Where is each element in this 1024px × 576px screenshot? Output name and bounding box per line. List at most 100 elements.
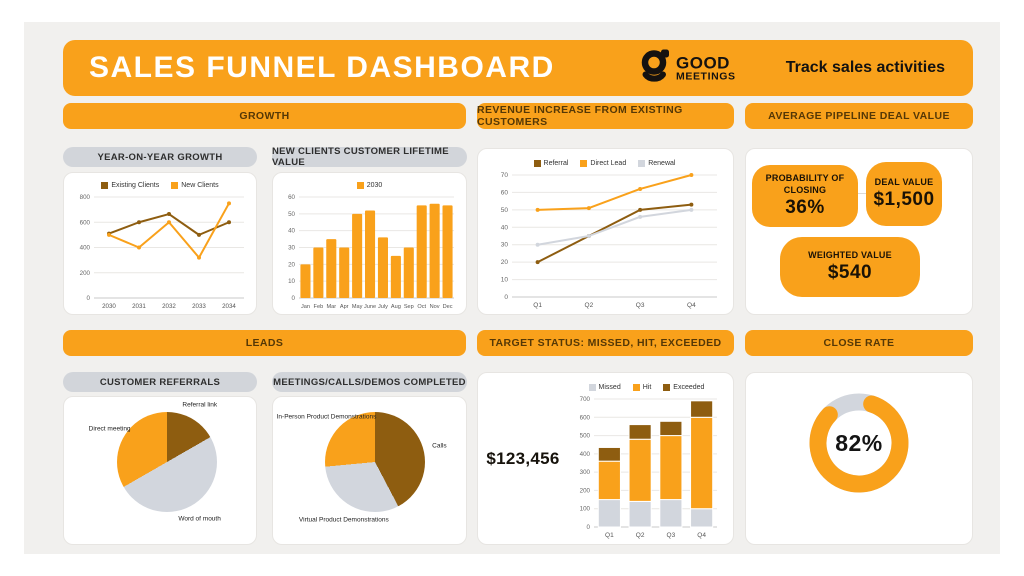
legend-label: Existing Clients bbox=[111, 182, 160, 189]
svg-text:2034: 2034 bbox=[222, 303, 236, 310]
tagline: Track sales activities bbox=[785, 59, 945, 76]
header-bar: SALES FUNNEL DASHBOARD GOOD MEETINGS Tra… bbox=[63, 40, 973, 96]
svg-text:30: 30 bbox=[288, 245, 295, 252]
svg-text:Q1: Q1 bbox=[605, 532, 614, 539]
section-header-target-status: TARGET STATUS: MISSED, HIT, EXCEEDED bbox=[477, 330, 734, 356]
svg-text:Mar: Mar bbox=[326, 304, 336, 310]
legend-swatch bbox=[533, 160, 541, 167]
svg-text:2032: 2032 bbox=[162, 303, 176, 310]
svg-text:Jan: Jan bbox=[301, 304, 310, 310]
pie-disc bbox=[116, 411, 217, 512]
svg-text:July: July bbox=[378, 304, 388, 310]
kpi-deal-value: DEAL VALUE $1,500 bbox=[866, 162, 942, 226]
chart-legend: Existing Clients New Clients bbox=[68, 181, 252, 192]
svg-text:10: 10 bbox=[501, 277, 509, 284]
legend-swatch bbox=[580, 160, 588, 167]
svg-text:200: 200 bbox=[580, 487, 591, 494]
revenue-line-chart: Referral Direct Lead Renewal 0 10 20 30 40 50 60 7… bbox=[478, 149, 733, 314]
svg-text:June: June bbox=[364, 304, 376, 310]
svg-text:2030: 2030 bbox=[102, 303, 116, 310]
section-header-growth: GROWTH bbox=[63, 103, 466, 129]
svg-text:Q3: Q3 bbox=[636, 302, 645, 309]
svg-text:Oct: Oct bbox=[417, 304, 426, 310]
legend-label: Direct Lead bbox=[590, 160, 627, 167]
card-revenue-increase: Referral Direct Lead Renewal 0 10 20 30 40 50 60 7… bbox=[477, 148, 734, 315]
svg-text:Aug: Aug bbox=[391, 304, 401, 310]
svg-text:400: 400 bbox=[80, 245, 91, 252]
svg-text:600: 600 bbox=[80, 219, 91, 226]
svg-text:700: 700 bbox=[580, 396, 591, 403]
legend-label: 2030 bbox=[366, 182, 383, 189]
section-header-pipeline: AVERAGE PIPELINE DEAL VALUE bbox=[745, 103, 973, 129]
pie-slice-label: Referral link16.7% bbox=[182, 400, 218, 408]
svg-text:60: 60 bbox=[288, 194, 295, 201]
pie-slice-label: Word of mouth50% bbox=[178, 515, 221, 523]
legend-label: Referral bbox=[543, 160, 569, 167]
svg-text:400: 400 bbox=[580, 451, 591, 458]
svg-text:2031: 2031 bbox=[132, 303, 146, 310]
svg-text:200: 200 bbox=[80, 270, 91, 277]
svg-text:Q4: Q4 bbox=[687, 302, 696, 309]
svg-text:Q3: Q3 bbox=[667, 532, 676, 539]
svg-text:70: 70 bbox=[501, 172, 509, 179]
svg-text:40: 40 bbox=[501, 224, 509, 231]
subheader-yoy-growth: YEAR-ON-YEAR GROWTH bbox=[63, 147, 257, 167]
svg-text:40: 40 bbox=[288, 228, 295, 235]
customer-referrals-pie-chart: Referral link16.7% Word of mouth50% Direct… bbox=[64, 397, 256, 544]
pie-slice-label: In-Person Product Demonstrations26.5% bbox=[276, 413, 377, 421]
svg-text:Sep: Sep bbox=[404, 304, 414, 310]
svg-text:Feb: Feb bbox=[314, 304, 324, 310]
card-close-rate: 82% bbox=[745, 372, 973, 545]
meetings-pie-chart: Calls42.3% Virtual Product Demonstrations… bbox=[273, 397, 466, 544]
card-clv: 2030 0 10 20 30 40 50 60 Jan Feb Mar Apr May June July… bbox=[272, 172, 467, 315]
svg-text:20: 20 bbox=[501, 259, 509, 266]
target-amount-label: $123,456 bbox=[486, 448, 560, 468]
kpi-connector-line bbox=[854, 193, 868, 194]
svg-text:Q1: Q1 bbox=[533, 302, 542, 309]
yoy-growth-chart: Existing Clients New Clients 0 200 400 600 800… bbox=[64, 173, 256, 314]
target-status-stacked-chart: Missed Hit Exceeded 0 100 200 300 400 500 600 700 Q… bbox=[568, 373, 733, 544]
svg-text:500: 500 bbox=[580, 433, 591, 440]
legend-swatch bbox=[101, 182, 109, 189]
svg-text:Nov: Nov bbox=[430, 304, 440, 310]
legend-label: Hit bbox=[642, 384, 652, 391]
svg-text:2033: 2033 bbox=[192, 303, 206, 310]
card-pipeline-kpis: PROBABILITY OF CLOSING 36% DEAL VALUE $1… bbox=[745, 148, 973, 315]
svg-text:50: 50 bbox=[501, 207, 509, 214]
brand-logo-text: GOOD MEETINGS bbox=[676, 53, 736, 83]
svg-text:300: 300 bbox=[580, 469, 591, 476]
svg-text:Q2: Q2 bbox=[636, 532, 645, 539]
svg-text:100: 100 bbox=[580, 506, 591, 513]
card-customer-referrals: Referral link16.7% Word of mouth50% Direct… bbox=[63, 396, 257, 545]
close-rate-value: 82% bbox=[835, 429, 883, 456]
brand-logo: GOOD MEETINGS bbox=[639, 48, 736, 89]
legend-label: Renewal bbox=[648, 160, 676, 167]
subheader-meetings-calls-demos: MEETINGS/CALLS/DEMOS COMPLETED bbox=[272, 372, 467, 392]
section-header-leads: LEADS bbox=[63, 330, 466, 356]
legend-label: Missed bbox=[598, 384, 621, 391]
svg-text:0: 0 bbox=[504, 294, 508, 301]
legend-swatch bbox=[632, 384, 640, 391]
svg-text:0: 0 bbox=[87, 295, 91, 302]
svg-text:30: 30 bbox=[501, 242, 509, 249]
svg-text:800: 800 bbox=[80, 194, 91, 201]
section-header-close-rate: CLOSE RATE bbox=[745, 330, 973, 356]
g-logo-icon bbox=[639, 48, 671, 89]
svg-text:Q4: Q4 bbox=[697, 532, 706, 539]
svg-text:50: 50 bbox=[288, 211, 295, 218]
donut: 82% bbox=[801, 385, 917, 501]
subheader-customer-referrals: CUSTOMER REFERRALS bbox=[63, 372, 257, 392]
card-yoy-growth: Existing Clients New Clients 0 200 400 600 800… bbox=[63, 172, 257, 315]
pie-slice-label: Virtual Product Demonstrations31.2% bbox=[298, 515, 389, 523]
card-target-status: $123,456 Missed Hit Exceeded 0 100 200 300 400 5… bbox=[477, 372, 734, 545]
pie-slice-label: Calls42.3% bbox=[432, 442, 447, 450]
pie-disc bbox=[325, 411, 426, 512]
section-header-revenue: REVENUE INCREASE FROM EXISTING CUSTOMERS bbox=[477, 103, 734, 129]
legend-swatch bbox=[171, 182, 179, 189]
chart-legend: 2030 bbox=[277, 181, 462, 192]
chart-legend: Missed Hit Exceeded bbox=[568, 383, 725, 394]
svg-text:60: 60 bbox=[501, 189, 509, 196]
svg-text:20: 20 bbox=[288, 261, 295, 268]
kpi-probability-of-closing: PROBABILITY OF CLOSING 36% bbox=[752, 165, 858, 227]
